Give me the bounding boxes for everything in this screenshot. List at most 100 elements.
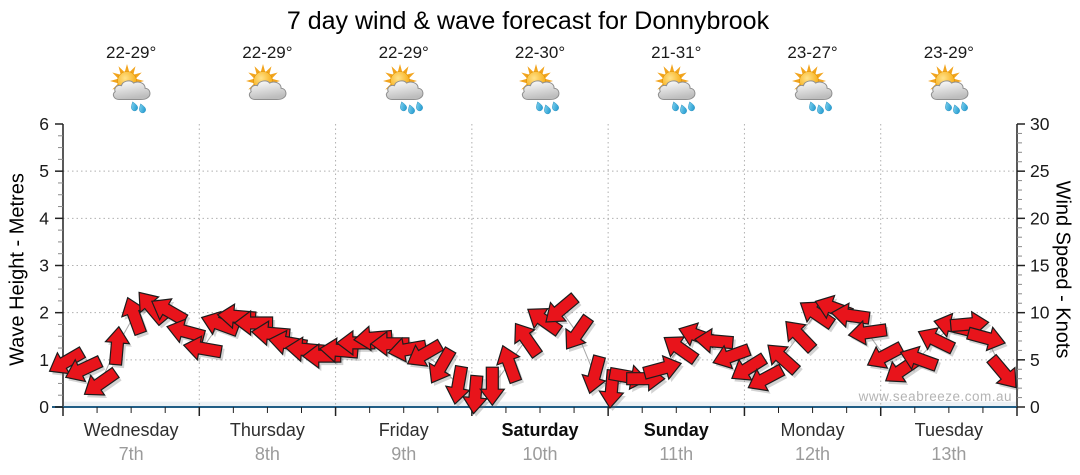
sun-ray xyxy=(533,64,539,74)
day-label: Monday xyxy=(780,420,845,440)
temperature-range-label: 22-30° xyxy=(514,43,566,62)
sun-cloud-rain-icon xyxy=(791,64,832,115)
sun-ray xyxy=(927,78,938,84)
watermark: www.seabreeze.com.au xyxy=(858,389,1012,404)
raindrop-icon xyxy=(953,104,960,115)
wind-arrow xyxy=(767,344,802,376)
sun-ray xyxy=(669,64,675,74)
sun-cloud-rain-icon xyxy=(519,64,560,115)
wind-arrow xyxy=(48,346,87,375)
wind-arrow xyxy=(444,364,471,405)
day-label: Thursday xyxy=(229,420,305,440)
raindrop-icon xyxy=(824,101,832,112)
raindrop-icon xyxy=(552,101,559,112)
date-label: 10th xyxy=(522,444,558,464)
wind-axis-title: Wind Speed - Knots xyxy=(1051,180,1074,359)
wind-arrow xyxy=(545,292,580,323)
day-label: Friday xyxy=(378,420,429,440)
wave-height-area xyxy=(64,401,1016,407)
sun-cloud-rain-icon xyxy=(110,64,151,114)
wind-arrow xyxy=(581,354,607,395)
wind-axis-tick-label: 10 xyxy=(1030,303,1050,323)
wave-axis-tick-label: 1 xyxy=(39,350,49,370)
wind-arrow xyxy=(83,366,120,396)
raindrop-icon xyxy=(544,104,551,115)
weather-icon-slot xyxy=(512,62,568,116)
wind-axis-tick-label: 0 xyxy=(1030,397,1040,417)
temperature-range-label: 23-27° xyxy=(787,43,838,62)
wind-arrow xyxy=(830,302,871,329)
raindrop-icon xyxy=(139,103,146,114)
raindrop-icon xyxy=(961,101,968,112)
cloud-icon xyxy=(521,80,560,101)
day-label: Saturday xyxy=(501,420,579,440)
raindrop-icon xyxy=(399,101,407,112)
sun-ray xyxy=(124,64,130,74)
wind-arrow xyxy=(966,325,1007,352)
raindrop-icon xyxy=(680,104,688,115)
wind-arrow xyxy=(712,343,752,370)
wind-axis-tick-label: 25 xyxy=(1030,161,1049,181)
wind-arrow xyxy=(847,319,888,346)
wind-axis-tick-label: 20 xyxy=(1030,208,1050,228)
sun-ray xyxy=(655,78,665,84)
temperature-range-label: 23-29° xyxy=(923,43,974,62)
wave-axis-tick-label: 2 xyxy=(39,303,49,323)
cloud-icon xyxy=(930,80,969,101)
cloud-icon xyxy=(385,80,424,101)
raindrop-icon xyxy=(945,101,952,112)
sun-ray xyxy=(382,78,393,84)
raindrop-icon xyxy=(131,101,138,112)
wind-arrow xyxy=(64,355,104,383)
weather-icon-slot xyxy=(103,62,159,116)
date-label: 7th xyxy=(118,444,144,464)
sun-ray xyxy=(519,78,529,84)
sun-cloud-icon xyxy=(246,64,287,101)
sun-ray xyxy=(246,78,256,84)
weather-icon-slot xyxy=(785,62,841,116)
raindrop-icon xyxy=(816,104,824,115)
day-label: Tuesday xyxy=(914,420,984,440)
weather-icon-slot xyxy=(921,62,977,116)
raindrop-icon xyxy=(407,104,415,115)
raindrop-icon xyxy=(415,101,423,112)
cloud-icon xyxy=(658,80,696,101)
weather-icon-slot xyxy=(376,62,432,116)
wind-arrow xyxy=(182,335,223,362)
sun-cloud-rain-icon xyxy=(382,64,424,115)
raindrop-icon xyxy=(808,101,816,112)
wind-arrow xyxy=(747,363,786,392)
raindrop-icon xyxy=(688,101,696,112)
wind-arrow xyxy=(565,313,595,350)
wind-arrow xyxy=(496,344,523,385)
cloud-icon xyxy=(113,80,151,101)
sun-cloud-rain-icon xyxy=(927,64,969,115)
wind-arrow xyxy=(899,345,940,372)
date-label: 12th xyxy=(795,444,831,464)
sun-ray xyxy=(110,78,120,84)
weather-icon-slot xyxy=(239,62,295,116)
date-label: 8th xyxy=(254,444,280,464)
weather-icon-slot xyxy=(648,62,704,116)
page-title: 7 day wind & wave forecast for Donnybroo… xyxy=(286,7,770,35)
wind-arrow xyxy=(479,366,506,407)
sun-ray xyxy=(397,64,403,74)
wind-arrow xyxy=(461,374,489,415)
wave-axis-tick-label: 4 xyxy=(39,208,49,228)
date-label: 13th xyxy=(931,444,967,464)
date-label: 9th xyxy=(391,444,417,464)
wind-arrow xyxy=(785,320,818,354)
cloud-icon xyxy=(249,80,287,101)
wind-arrow xyxy=(527,308,564,337)
wind-arrow xyxy=(799,301,837,331)
wave-axis-tick-label: 5 xyxy=(39,161,49,181)
date-label: 11th xyxy=(659,444,694,464)
sun-ray xyxy=(260,64,267,74)
wave-axis-title: Wave Height - Metres xyxy=(6,173,29,366)
wind-axis-tick-label: 5 xyxy=(1030,350,1040,370)
wave-axis-tick-label: 6 xyxy=(39,114,49,134)
wind-arrow xyxy=(663,336,700,366)
sun-cloud-rain-icon xyxy=(655,64,696,115)
